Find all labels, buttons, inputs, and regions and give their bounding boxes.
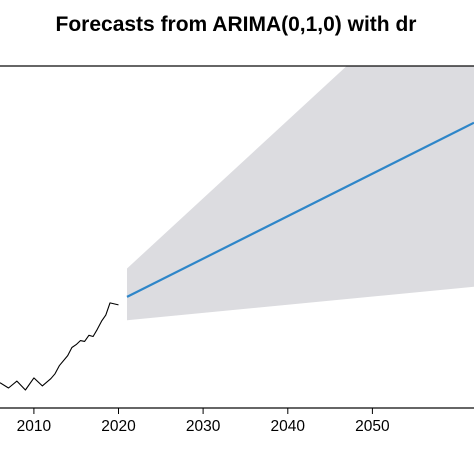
x-tick-label: 2050 xyxy=(355,418,390,435)
x-tick-label: 2010 xyxy=(17,418,52,435)
x-tick-label: 2030 xyxy=(186,418,221,435)
plot-frame xyxy=(0,65,474,409)
x-axis: 2010 2020 2030 2040 2050 xyxy=(17,408,390,435)
chart-title: Forecasts from ARIMA(0,1,0) with dr xyxy=(56,13,417,36)
point-forecast-line xyxy=(126,121,474,298)
prediction-interval-band-0 xyxy=(127,66,474,321)
plot-area xyxy=(0,66,474,391)
x-tick-label: 2020 xyxy=(101,418,136,435)
observed-line xyxy=(0,302,119,391)
x-tick-label: 2040 xyxy=(271,418,306,435)
